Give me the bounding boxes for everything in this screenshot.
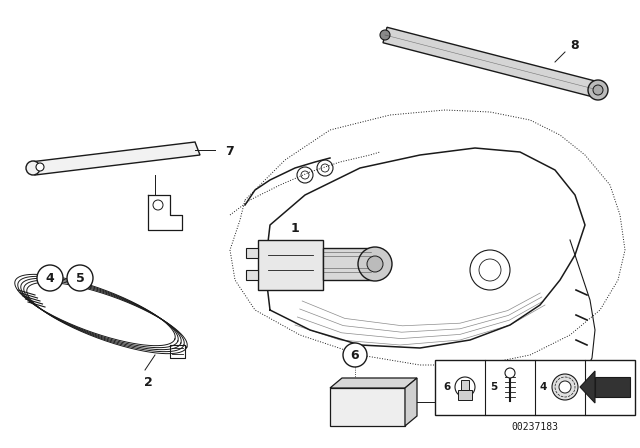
Circle shape — [588, 80, 608, 100]
Bar — [330, 388, 405, 426]
Polygon shape — [595, 377, 630, 397]
Text: 4: 4 — [540, 382, 547, 392]
Bar — [435, 360, 635, 415]
Bar — [258, 240, 323, 290]
Circle shape — [593, 85, 603, 95]
Text: 5: 5 — [490, 382, 497, 392]
Text: 5: 5 — [76, 271, 84, 284]
Circle shape — [36, 163, 44, 171]
Polygon shape — [330, 378, 417, 388]
Circle shape — [559, 381, 571, 393]
Circle shape — [455, 377, 475, 397]
Text: 6: 6 — [443, 382, 451, 392]
Circle shape — [343, 343, 367, 367]
Circle shape — [26, 161, 40, 175]
Circle shape — [367, 256, 383, 272]
Polygon shape — [580, 371, 595, 403]
Bar — [458, 390, 472, 400]
Text: 7: 7 — [226, 145, 234, 158]
Text: 3: 3 — [448, 396, 456, 409]
Circle shape — [67, 265, 93, 291]
Text: 8: 8 — [571, 39, 579, 52]
Bar — [461, 380, 469, 390]
Text: 1: 1 — [291, 221, 300, 234]
Circle shape — [380, 30, 390, 40]
Bar — [323, 248, 371, 280]
Polygon shape — [383, 27, 600, 98]
Circle shape — [37, 265, 63, 291]
Text: 4: 4 — [45, 271, 54, 284]
Circle shape — [552, 374, 578, 400]
Circle shape — [358, 247, 392, 281]
Bar — [246, 248, 258, 258]
Bar — [246, 270, 258, 280]
Text: 00237183: 00237183 — [511, 422, 559, 432]
Polygon shape — [30, 142, 200, 175]
Circle shape — [505, 368, 515, 378]
Text: 6: 6 — [351, 349, 359, 362]
Polygon shape — [405, 378, 417, 426]
Text: 2: 2 — [143, 375, 152, 388]
